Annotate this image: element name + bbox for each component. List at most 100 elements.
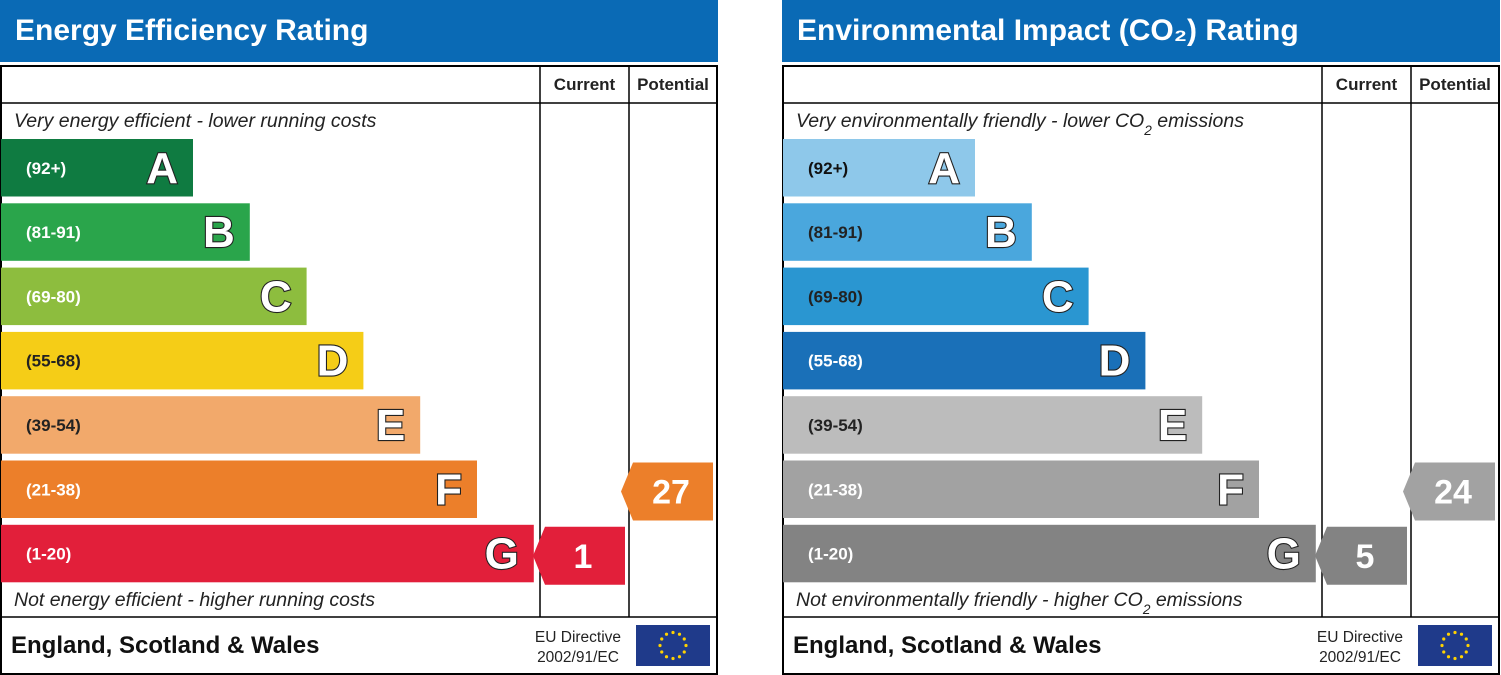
ei-band-bar-e (783, 396, 1203, 454)
eer-band-a: (92+) A (1, 139, 193, 197)
eer-band-e: (39-54) E (1, 396, 421, 454)
eer-band-bar-g (1, 524, 534, 583)
eer-eu-flag-star (677, 655, 682, 659)
ei-band-range-f: (21-38) (808, 480, 863, 499)
ei-band-range-c: (69-80) (808, 287, 863, 306)
ei-band-bar-d (783, 331, 1146, 390)
eer-current-rating-badge-arrow (533, 526, 625, 585)
ei-band-letter-c: C (1042, 272, 1074, 321)
eer-bottom-note: Not energy efficient - higher running co… (14, 589, 375, 611)
ei-current-rating-badge-arrow (1315, 526, 1407, 585)
eer-potential-rating-badge: 27 (621, 462, 713, 521)
eer-band-g: (1-20) G (1, 524, 534, 583)
eer-band-range-g: (1-20) (26, 545, 71, 564)
ei-eu-flag-star (1446, 655, 1451, 659)
eer-band-letter-d: D (317, 337, 349, 386)
eer-eu-flag-icon (636, 625, 710, 666)
ei-band-letter-a: A (928, 144, 960, 193)
eer-eu-flag-star (684, 643, 688, 648)
ei-footer-region: England, Scotland & Wales (793, 632, 1101, 659)
ei-eu-flag-star (1442, 637, 1446, 641)
eer-band-d: (55-68) D (1, 331, 364, 390)
eer-band-letter-c: C (260, 272, 292, 321)
eer-band-bar-a (1, 139, 193, 197)
ei-eu-flag-icon (1418, 625, 1492, 666)
eer-eu-flag-star (682, 650, 686, 654)
ei-band-c: (69-80) C (783, 267, 1089, 326)
ei-band-letter-b: B (985, 208, 1017, 257)
eer-band-f: (21-38) F (1, 460, 477, 518)
ei-column-header-potential: Potential (1419, 75, 1491, 94)
energy-efficiency-panel: Energy Efficiency Rating Current Potentia… (0, 0, 718, 675)
ei-eu-flag-star (1442, 650, 1446, 654)
eer-potential-rating-badge-value: 27 (652, 474, 690, 512)
eer-column-header-potential: Potential (637, 75, 709, 94)
eer-eu-flag-star (658, 643, 662, 648)
environmental-impact-panel: Environmental Impact (CO₂) Rating Curren… (782, 0, 1500, 675)
ei-current-rating-badge-value: 5 (1356, 538, 1375, 576)
eer-band-range-e: (39-54) (26, 416, 81, 435)
eer-eu-flag-star (682, 637, 686, 641)
ei-eu-flag-star (1440, 643, 1444, 648)
ei-band-range-d: (55-68) (808, 352, 863, 371)
ei-band-range-b: (81-91) (808, 223, 863, 242)
eer-band-c: (69-80) C (1, 267, 307, 326)
ei-band-range-g: (1-20) (808, 545, 853, 564)
ei-band-g: (1-20) G (783, 524, 1316, 583)
eer-eu-flag-star (671, 656, 675, 661)
ei-band-letter-f: F (1217, 465, 1244, 514)
eer-band-bar-f (1, 460, 477, 518)
ei-eu-flag-star (1453, 630, 1457, 635)
eer-band-bar-c (1, 267, 307, 326)
ei-eu-flag-star (1466, 643, 1470, 648)
ei-band-e: (39-54) E (783, 396, 1203, 454)
eer-potential-rating-badge-arrow (621, 462, 713, 521)
ei-band-range-a: (92+) (808, 159, 848, 178)
ei-footer-directive-line1: EU Directive (1317, 629, 1403, 646)
eer-top-note: Very energy efficient - lower running co… (14, 110, 377, 132)
eer-band-range-b: (81-91) (26, 223, 81, 242)
ei-band-f: (21-38) F (783, 460, 1259, 518)
ei-band-bar-b (783, 203, 1032, 261)
energy-efficiency-chart: Current Potential Very energy efficient - … (0, 65, 718, 675)
eer-footer-directive-line2: 2002/91/EC (537, 649, 619, 666)
ei-footer-directive-line2: 2002/91/EC (1319, 649, 1401, 666)
eer-current-rating-badge: 1 (533, 526, 625, 585)
eer-band-letter-a: A (146, 144, 178, 193)
eer-band-range-d: (55-68) (26, 352, 81, 371)
eer-eu-flag-star (664, 632, 669, 636)
eer-footer-region: England, Scotland & Wales (11, 632, 319, 659)
ei-band-d: (55-68) D (783, 331, 1146, 390)
eer-band-letter-e: E (376, 401, 405, 450)
eer-band-range-a: (92+) (26, 159, 66, 178)
eer-band-range-f: (21-38) (26, 480, 81, 499)
ei-eu-flag-star (1453, 656, 1457, 661)
eer-band-range-c: (69-80) (26, 287, 81, 306)
eer-band-letter-g: G (485, 530, 519, 579)
ei-band-letter-d: D (1099, 337, 1131, 386)
ei-potential-rating-badge-value: 24 (1434, 474, 1472, 512)
ei-band-b: (81-91) B (783, 203, 1032, 261)
ei-eu-flag-star (1459, 655, 1464, 659)
environmental-impact-title: Environmental Impact (CO₂) Rating (782, 0, 1500, 62)
eer-eu-flag-star (660, 637, 664, 641)
ei-band-letter-g: G (1267, 530, 1301, 579)
ei-potential-rating-badge: 24 (1403, 462, 1495, 521)
eer-band-bar-b (1, 203, 250, 261)
ei-band-range-e: (39-54) (808, 416, 863, 435)
ei-eu-flag-star (1446, 632, 1451, 636)
eer-band-letter-f: F (435, 465, 462, 514)
eer-band-bar-d (1, 331, 364, 390)
eer-eu-flag-star (671, 630, 675, 635)
eer-band-bar-e (1, 396, 421, 454)
ei-band-a: (92+) A (783, 139, 975, 197)
ei-band-bar-f (783, 460, 1259, 518)
eer-band-b: (81-91) B (1, 203, 250, 261)
eer-eu-flag-star (660, 650, 664, 654)
ei-band-bar-g (783, 524, 1316, 583)
eer-footer-directive-line1: EU Directive (535, 629, 621, 646)
ei-eu-flag-star (1464, 650, 1468, 654)
eer-band-letter-b: B (203, 208, 235, 257)
ei-column-header-current: Current (1336, 75, 1398, 94)
